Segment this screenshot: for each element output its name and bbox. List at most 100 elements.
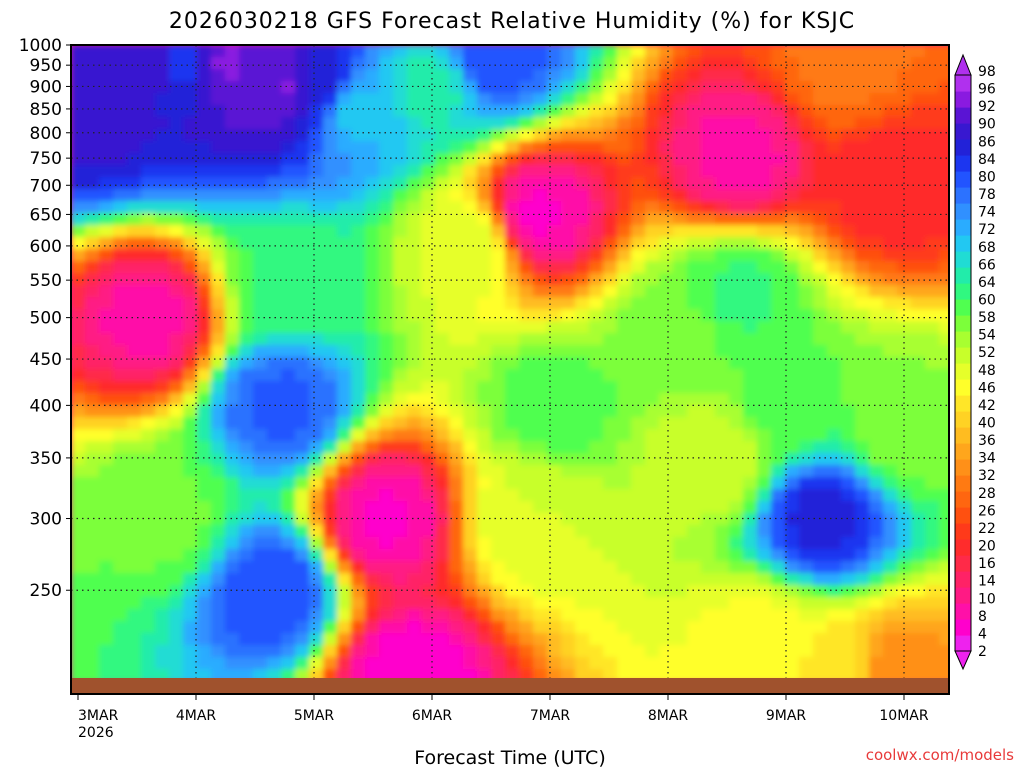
heatmap-cell (533, 417, 548, 430)
heatmap-cell (855, 369, 870, 382)
heatmap-cell (855, 297, 870, 310)
heatmap-cell (267, 345, 282, 358)
heatmap-cell (477, 273, 492, 286)
heatmap-cell (85, 93, 100, 106)
heatmap-cell (463, 669, 478, 678)
heatmap-cell (253, 669, 268, 678)
heatmap-cell (267, 153, 282, 166)
heatmap-cell (211, 465, 226, 478)
heatmap-cell (799, 261, 814, 274)
heatmap-cell (225, 381, 240, 394)
heatmap-cell (183, 117, 198, 130)
heatmap-cell (883, 657, 898, 670)
heatmap-cell (645, 573, 660, 586)
heatmap-cell (253, 549, 268, 562)
heatmap-cell (645, 213, 660, 226)
heatmap-cell (911, 549, 926, 562)
heatmap-cell (673, 501, 688, 514)
heatmap-cell (337, 597, 352, 610)
heatmap-cell (99, 273, 114, 286)
heatmap-cell (659, 273, 674, 286)
heatmap-cell (225, 177, 240, 190)
y-axis: 2503003504004505005506006507007508008509… (19, 36, 71, 601)
heatmap-cell (743, 213, 758, 226)
heatmap-cell (491, 621, 506, 634)
heatmap-cell (687, 309, 702, 322)
heatmap-cell (281, 285, 296, 298)
colorbar-label: 40 (978, 416, 996, 432)
heatmap-cell (589, 213, 604, 226)
heatmap-cell (603, 273, 618, 286)
heatmap-cell (379, 429, 394, 442)
heatmap-cell (925, 489, 940, 502)
heatmap-cell (687, 225, 702, 238)
heatmap-cell (85, 357, 100, 370)
heatmap-cell (155, 501, 170, 514)
heatmap-cell (799, 561, 814, 574)
heatmap-cell (519, 393, 534, 406)
heatmap-cell (799, 93, 814, 106)
heatmap-cell (337, 201, 352, 214)
heatmap-cell (267, 633, 282, 646)
heatmap-cell (701, 477, 716, 490)
heatmap-cell (589, 129, 604, 142)
heatmap-cell (673, 621, 688, 634)
heatmap-cell (533, 357, 548, 370)
heatmap-cell (519, 369, 534, 382)
heatmap-cell (239, 177, 254, 190)
heatmap-cell (99, 405, 114, 418)
heatmap-cell (463, 81, 478, 94)
heatmap-cell (743, 93, 758, 106)
heatmap-cell (939, 537, 949, 550)
heatmap-cell (645, 189, 660, 202)
heatmap-cell (617, 381, 632, 394)
heatmap-cell (939, 345, 949, 358)
heatmap-cell (435, 321, 450, 334)
heatmap-cell (771, 285, 786, 298)
heatmap-cell (309, 501, 324, 514)
heatmap-cell (71, 477, 86, 490)
heatmap-cell (295, 285, 310, 298)
heatmap-cell (127, 633, 142, 646)
heatmap-cell (925, 633, 940, 646)
heatmap-cell (911, 45, 926, 58)
heatmap-cell (855, 657, 870, 670)
heatmap-cell (645, 669, 660, 678)
colorbar-swatch (955, 571, 971, 588)
heatmap-cell (71, 621, 86, 634)
heatmap-cell (757, 657, 772, 670)
heatmap-cell (743, 165, 758, 178)
heatmap-cell (435, 633, 450, 646)
heatmap-cell (225, 297, 240, 310)
heatmap-cell (799, 573, 814, 586)
heatmap-cell (673, 489, 688, 502)
x-tick-label: 3MAR (78, 708, 119, 724)
heatmap-cell (827, 561, 842, 574)
colorbar-label: 92 (978, 99, 996, 115)
heatmap-cell (589, 261, 604, 274)
heatmap-cell (547, 225, 562, 238)
heatmap-cell (687, 417, 702, 430)
heatmap-cell (631, 201, 646, 214)
colorbar-label: 20 (978, 539, 996, 555)
heatmap-cell (575, 213, 590, 226)
heatmap-cell (85, 477, 100, 490)
heatmap-cell (421, 609, 436, 622)
heatmap-cell (239, 453, 254, 466)
heatmap-cell (463, 393, 478, 406)
heatmap-cell (85, 621, 100, 634)
heatmap-cell (71, 669, 86, 678)
heatmap-cell (673, 321, 688, 334)
heatmap-cell (701, 249, 716, 262)
heatmap-cell (337, 573, 352, 586)
heatmap-cell (155, 429, 170, 442)
heatmap-cell (659, 537, 674, 550)
heatmap-cell (729, 165, 744, 178)
heatmap-cell (869, 561, 884, 574)
heatmap-cell (113, 621, 128, 634)
heatmap-cell (659, 561, 674, 574)
heatmap-cell (827, 549, 842, 562)
heatmap-cell (449, 465, 464, 478)
heatmap-cell (547, 441, 562, 454)
heatmap-cell (491, 513, 506, 526)
